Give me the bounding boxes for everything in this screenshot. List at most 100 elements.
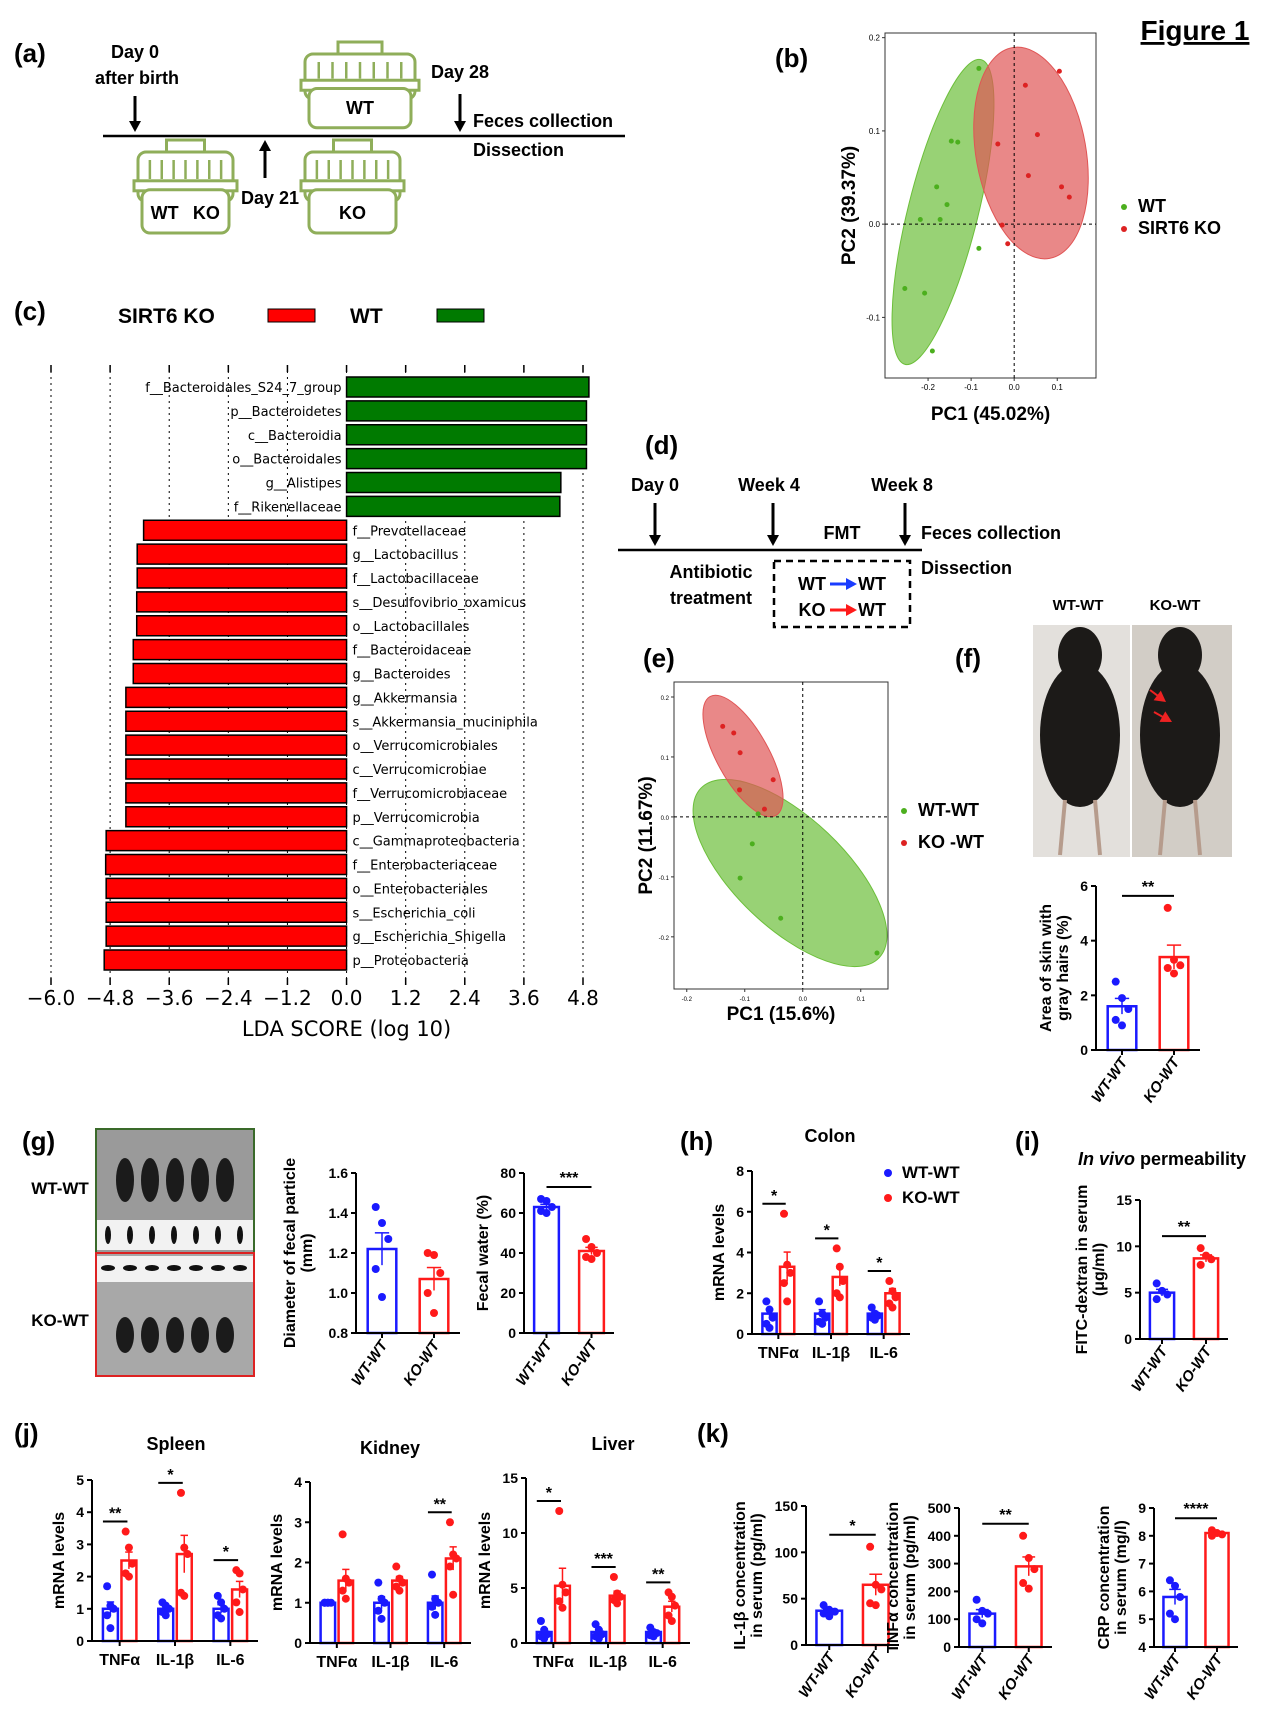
data-point — [540, 1634, 549, 1643]
lda-bar-label: o__Enterobacteriales — [353, 882, 489, 897]
y-axis-label: TNFα concentration — [885, 1502, 902, 1653]
cage-label: WT — [151, 203, 179, 223]
data-point — [423, 1289, 432, 1297]
x-tick-label: TNFα — [316, 1654, 357, 1671]
y-tick-label: -0.1 — [659, 876, 670, 882]
timeline-d: Day 0 Week 4 Week 8 FMT Feces collection… — [618, 475, 1061, 629]
data-point — [922, 290, 928, 296]
cage-label: KO — [193, 203, 220, 223]
lda-bar-label: g__Bacteroides — [353, 668, 451, 683]
data-point — [667, 1617, 676, 1625]
data-point — [161, 1611, 170, 1620]
y-tick-label: 0.0 — [661, 816, 670, 822]
y-tick-label: 0 — [1124, 1331, 1132, 1347]
lda-bar — [132, 638, 348, 661]
y-tick-label: 0.2 — [869, 34, 881, 43]
data-point — [374, 1578, 383, 1587]
label-dissection: Dissection — [473, 140, 564, 160]
data-point — [558, 1603, 567, 1612]
lda-bar — [125, 734, 348, 756]
data-point — [1034, 132, 1040, 138]
lda-bar — [103, 949, 348, 971]
pellet-ko — [101, 1265, 115, 1271]
arrow-head — [454, 121, 466, 132]
y-axis-label: mRNA levels — [477, 1512, 494, 1609]
data-point — [345, 1578, 354, 1587]
pellet-wt — [193, 1226, 199, 1244]
data-point — [1022, 82, 1028, 88]
lda-bar — [142, 519, 348, 541]
fecal-pellets-wt — [216, 1158, 234, 1202]
arrow-head — [1159, 711, 1172, 722]
x-tick-label: WT-WT — [513, 1336, 557, 1389]
data-point — [1024, 1554, 1033, 1563]
panel-letter-d: (d) — [645, 430, 678, 460]
data-point — [430, 1309, 438, 1317]
significance-label: * — [223, 1544, 230, 1561]
data-point — [765, 1305, 774, 1314]
data-point — [902, 285, 908, 291]
significance-label: **** — [1184, 1501, 1210, 1518]
data-point — [649, 1632, 658, 1641]
data-point — [220, 1604, 229, 1613]
data-point — [770, 777, 776, 783]
title-text: Liver — [591, 1434, 634, 1454]
x-tick-label: IL-6 — [869, 1345, 898, 1362]
y-tick-label: 100 — [775, 1544, 799, 1560]
data-point — [976, 65, 982, 71]
lda-bar-label: g__Alistipes — [266, 477, 342, 492]
fecal-pellets-ko — [166, 1317, 184, 1353]
lda-bar — [135, 591, 348, 613]
y-tick-label: 1.2 — [329, 1245, 349, 1261]
y-tick-label: 7 — [1138, 1556, 1146, 1572]
y-axis-label: mRNA levels — [269, 1514, 286, 1611]
arrow-head — [129, 121, 141, 132]
data-point — [783, 1297, 792, 1306]
cage-handle-icon — [332, 138, 373, 152]
arrow-day0-d — [649, 503, 661, 546]
title-text: Spleen — [146, 1434, 205, 1454]
title-text: Colon — [805, 1126, 856, 1146]
data-point — [398, 1578, 407, 1587]
data-point — [976, 245, 982, 251]
data-point — [937, 216, 943, 222]
data-point — [445, 1562, 454, 1571]
lda-bar — [135, 615, 348, 637]
data-point — [891, 1293, 900, 1302]
y-tick-label: 300 — [928, 1556, 952, 1572]
data-point — [819, 1601, 828, 1610]
data-point — [871, 1580, 880, 1589]
x-axis-label: LDA SCORE (log 10) — [242, 1017, 451, 1041]
gray-hair-arrow-2 — [1153, 711, 1172, 722]
bar-chart-k3: 4 5 6 7 8 9 CRP concentration in serum (mg/l) WT… — [1096, 1500, 1238, 1703]
lda-bar-label: g__Escherichia_Shigella — [353, 930, 507, 945]
data-point — [1056, 68, 1062, 74]
fecal-pellets-wt — [166, 1158, 184, 1202]
data-point — [371, 1265, 380, 1273]
significance-label: *** — [594, 1551, 613, 1568]
y-tick-label: 4 — [76, 1504, 84, 1520]
data-point — [1024, 1584, 1033, 1593]
x-tick-label: KO-WT — [558, 1336, 602, 1389]
y-tick-label: 200 — [928, 1583, 952, 1599]
y-tick-label: 5 — [510, 1580, 518, 1596]
data-point — [885, 1277, 894, 1286]
legend-marker — [1121, 204, 1127, 210]
label-feces-collection: Feces collection — [921, 523, 1061, 543]
data-point — [561, 1588, 570, 1597]
panel-letter-i: (i) — [1015, 1126, 1040, 1156]
lda-legend: SIRT6 KO WT — [118, 305, 485, 328]
gray-hair-arrow-1 — [1149, 689, 1166, 702]
data-point — [1207, 1255, 1216, 1264]
lda-bar-label: f__Verrucomicrobiaceae — [353, 787, 508, 802]
data-point — [1171, 1581, 1179, 1590]
data-point — [1059, 184, 1065, 190]
data-point — [217, 1614, 226, 1623]
cage-label: KO — [339, 203, 366, 223]
y-tick-label: 10 — [1116, 1238, 1132, 1254]
data-point — [917, 216, 923, 222]
y-axis-label: PC2 (39.37%) — [839, 146, 860, 265]
legend-label: KO-WT — [902, 1188, 960, 1207]
pellet-ko — [123, 1265, 137, 1271]
data-point — [783, 1260, 792, 1269]
